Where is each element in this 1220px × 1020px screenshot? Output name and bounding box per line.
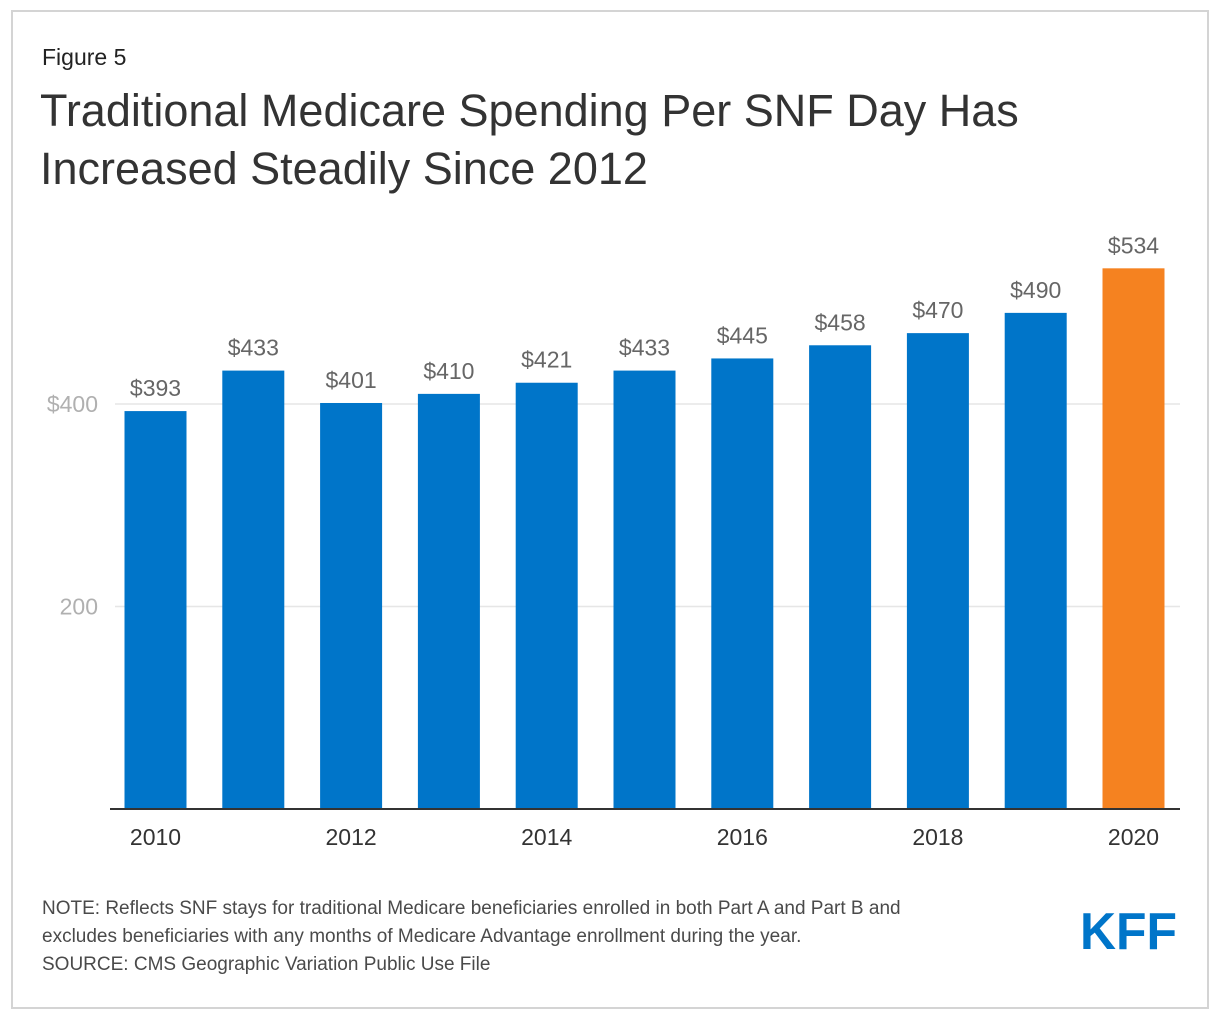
- y-tick-label: 200: [60, 594, 98, 620]
- x-tick-label: 2018: [912, 824, 963, 850]
- data-label: $445: [717, 322, 768, 348]
- bar: [1102, 268, 1165, 809]
- bar-layer: [124, 268, 1165, 809]
- note-line-2: excludes beneficiaries with any months o…: [42, 926, 802, 947]
- chart-title-line-2: Increased Steadily Since 2012: [40, 143, 648, 194]
- data-label: $458: [815, 309, 866, 335]
- figure-frame: [11, 10, 1209, 1009]
- bar: [711, 358, 774, 809]
- x-tick-label: 2020: [1108, 824, 1159, 850]
- bar: [124, 411, 187, 809]
- data-label: $410: [423, 358, 474, 384]
- chart-title-line-1: Traditional Medicare Spending Per SNF Da…: [40, 85, 1019, 136]
- data-label: $490: [1010, 277, 1061, 303]
- x-tick-label: 2014: [521, 824, 572, 850]
- bar: [1004, 312, 1067, 809]
- chart-notes: NOTE: Reflects SNF stays for traditional…: [42, 895, 1062, 979]
- bar: [320, 402, 383, 809]
- svg-text:KFF: KFF: [1080, 904, 1177, 956]
- data-label: $470: [912, 297, 963, 323]
- data-label: $393: [130, 375, 181, 401]
- bar: [906, 333, 969, 809]
- kff-logo: KFF: [1080, 904, 1177, 956]
- bar-chart: $393 $433 $401 $410 $421 $433 $445 $458 $470 $490…: [47, 232, 1180, 850]
- x-tick-label: 2012: [326, 824, 377, 850]
- x-tick-label: 2016: [717, 824, 768, 850]
- note-line-1: NOTE: Reflects SNF stays for traditional…: [42, 898, 901, 919]
- figure-label: Figure 5: [42, 44, 127, 70]
- axis-layer: 200 $400 2010 2012 2014 2016 2018 2020: [47, 391, 1180, 850]
- bar: [222, 370, 285, 809]
- data-label: $534: [1108, 232, 1159, 258]
- bar: [515, 382, 578, 809]
- data-label: $433: [228, 335, 279, 361]
- data-label: $421: [521, 347, 572, 373]
- bar: [417, 393, 480, 809]
- y-tick-label: $400: [47, 391, 98, 417]
- data-label: $433: [619, 335, 670, 361]
- bar: [809, 345, 872, 809]
- bar: [613, 370, 676, 809]
- label-layer: $393 $433 $401 $410 $421 $433 $445 $458 $470 $490…: [130, 232, 1159, 401]
- source-line: SOURCE: CMS Geographic Variation Public …: [42, 954, 491, 975]
- chart-title: Traditional Medicare Spending Per SNF Da…: [40, 82, 1140, 198]
- data-label: $401: [326, 367, 377, 393]
- x-tick-label: 2010: [130, 824, 181, 850]
